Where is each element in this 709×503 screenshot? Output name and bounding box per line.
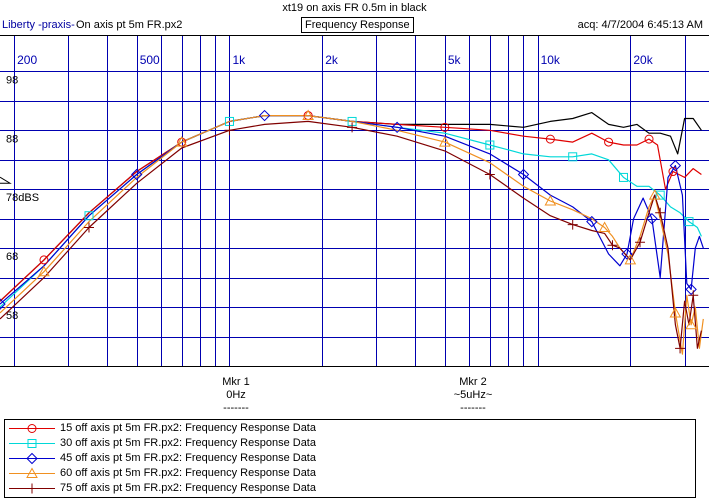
- data-point: [604, 137, 614, 147]
- y-tick-label: 78dBS: [6, 192, 39, 204]
- data-point: [485, 140, 495, 150]
- legend-item-15[interactable]: 15 off axis pt 5m FR.px2: Frequency Resp…: [5, 421, 695, 436]
- data-point: [438, 136, 451, 147]
- data-point: [646, 212, 658, 225]
- x-tick-label: 20k: [633, 53, 653, 67]
- data-point: [224, 125, 235, 136]
- series-line-3: [0, 115, 704, 305]
- diamond-marker-icon: [26, 452, 38, 465]
- legend: 15 off axis pt 5m FR.px2: Frequency Resp…: [4, 419, 696, 498]
- legend-swatch-45: [9, 452, 55, 465]
- data-point: [624, 253, 637, 265]
- marker-1-label: Mkr 1: [222, 376, 250, 388]
- data-point: [567, 219, 578, 230]
- data-point: [688, 290, 699, 301]
- marker-1[interactable]: Mkr 1 0Hz -------: [191, 376, 281, 415]
- marker-1-value: 0Hz: [226, 389, 246, 401]
- data-point: [607, 240, 618, 251]
- data-point: [685, 318, 697, 330]
- legend-swatch-30: [9, 439, 55, 448]
- data-point: [440, 122, 450, 132]
- legend-label-75: 75 off axis pt 5m FR.px2: Frequency Resp…: [60, 482, 316, 494]
- marker-1-rule: -------: [223, 402, 249, 414]
- acquisition-timestamp: acq: 4/7/2004 6:45:13 AM: [577, 19, 703, 31]
- legend-swatch-60: [9, 467, 55, 478]
- mode-label[interactable]: Frequency Response: [301, 17, 414, 33]
- marker-2-label: Mkr 2: [459, 376, 487, 388]
- app-name: Liberty -praxis-: [2, 19, 75, 31]
- data-point: [347, 122, 358, 133]
- y-tick-label: 88: [6, 133, 18, 145]
- y-tick-label: 68: [6, 251, 18, 263]
- data-point: [648, 189, 661, 200]
- circle-marker-icon: [27, 424, 37, 433]
- marker-2-rule: -------: [460, 402, 486, 414]
- legend-item-75[interactable]: 75 off axis pt 5m FR.px2: Frequency Resp…: [5, 481, 695, 496]
- series-line-4: [0, 115, 704, 355]
- data-point: [586, 215, 598, 228]
- data-point: [175, 136, 188, 147]
- x-tick-label: 1k: [232, 53, 246, 67]
- legend-label-60: 60 off axis pt 5m FR.px2: Frequency Resp…: [60, 467, 316, 479]
- data-point: [598, 221, 611, 233]
- plus-marker-icon: [27, 483, 37, 494]
- legend-item-30[interactable]: 30 off axis pt 5m FR.px2: Frequency Resp…: [5, 436, 695, 451]
- series-line-1: [0, 115, 702, 302]
- data-point: [669, 306, 682, 318]
- frequency-response-chart[interactable]: 200 500 1k 2k 5k 10k 20k 98 88 78dBS 68 58: [0, 36, 709, 366]
- plot-frame: 200 500 1k 2k 5k 10k 20k 98 88 78dBS 68 58: [0, 35, 709, 367]
- file-name: On axis pt 5m FR.px2: [76, 19, 183, 31]
- x-tick-label: 500: [140, 53, 160, 67]
- data-point: [568, 152, 578, 162]
- chart-title: xt19 on axis FR 0.5m in black: [282, 2, 427, 14]
- data-point: [38, 265, 50, 277]
- legend-label-15: 15 off axis pt 5m FR.px2: Frequency Resp…: [60, 422, 316, 434]
- legend-label-30: 30 off axis pt 5m FR.px2: Frequency Resp…: [60, 437, 316, 449]
- data-point: [258, 109, 271, 122]
- legend-item-60[interactable]: 60 off axis pt 5m FR.px2: Frequency Resp…: [5, 466, 695, 481]
- data-point: [675, 343, 686, 354]
- data-point: [131, 168, 143, 181]
- legend-swatch-75: [9, 483, 55, 494]
- data-point: [39, 255, 49, 265]
- data-point: [655, 207, 666, 218]
- x-tick-label: 2k: [325, 53, 339, 67]
- square-marker-icon: [27, 439, 37, 448]
- series-lines: [0, 112, 704, 355]
- marker-2[interactable]: Mkr 2 ~5uHz~ -------: [428, 376, 518, 415]
- data-point: [84, 211, 94, 221]
- data-point: [484, 169, 495, 180]
- x-tick-label: 10k: [541, 53, 561, 67]
- data-point: [635, 237, 646, 248]
- data-point: [517, 168, 530, 181]
- data-point: [545, 134, 555, 144]
- legend-swatch-15: [9, 424, 55, 433]
- triangle-marker-icon: [26, 467, 38, 478]
- data-point: [644, 134, 654, 144]
- data-point: [618, 172, 628, 182]
- data-point: [621, 248, 633, 260]
- data-point: [544, 194, 557, 206]
- data-point: [302, 109, 314, 121]
- data-point: [685, 283, 697, 296]
- marker-2-value: ~5uHz~: [453, 389, 493, 401]
- legend-item-45[interactable]: 45 off axis pt 5m FR.px2: Frequency Resp…: [5, 451, 695, 466]
- x-tick-label: 200: [17, 53, 37, 67]
- data-point: [0, 298, 6, 310]
- data-point: [83, 222, 94, 233]
- legend-label-45: 45 off axis pt 5m FR.px2: Frequency Resp…: [60, 452, 316, 464]
- grid: [0, 36, 709, 366]
- tick-labels: 200 500 1k 2k 5k 10k 20k 98 88 78dBS 68 58: [0, 53, 654, 322]
- data-point: [391, 121, 403, 134]
- y-tick-label: 98: [6, 74, 18, 86]
- series-markers: [0, 109, 699, 354]
- y-tick-label: 58: [6, 310, 18, 322]
- data-point: [669, 159, 682, 172]
- x-tick-label: 5k: [448, 53, 462, 67]
- data-point: [684, 217, 694, 227]
- series-line-5: [0, 120, 702, 349]
- reference-arrow-icon: [0, 176, 12, 184]
